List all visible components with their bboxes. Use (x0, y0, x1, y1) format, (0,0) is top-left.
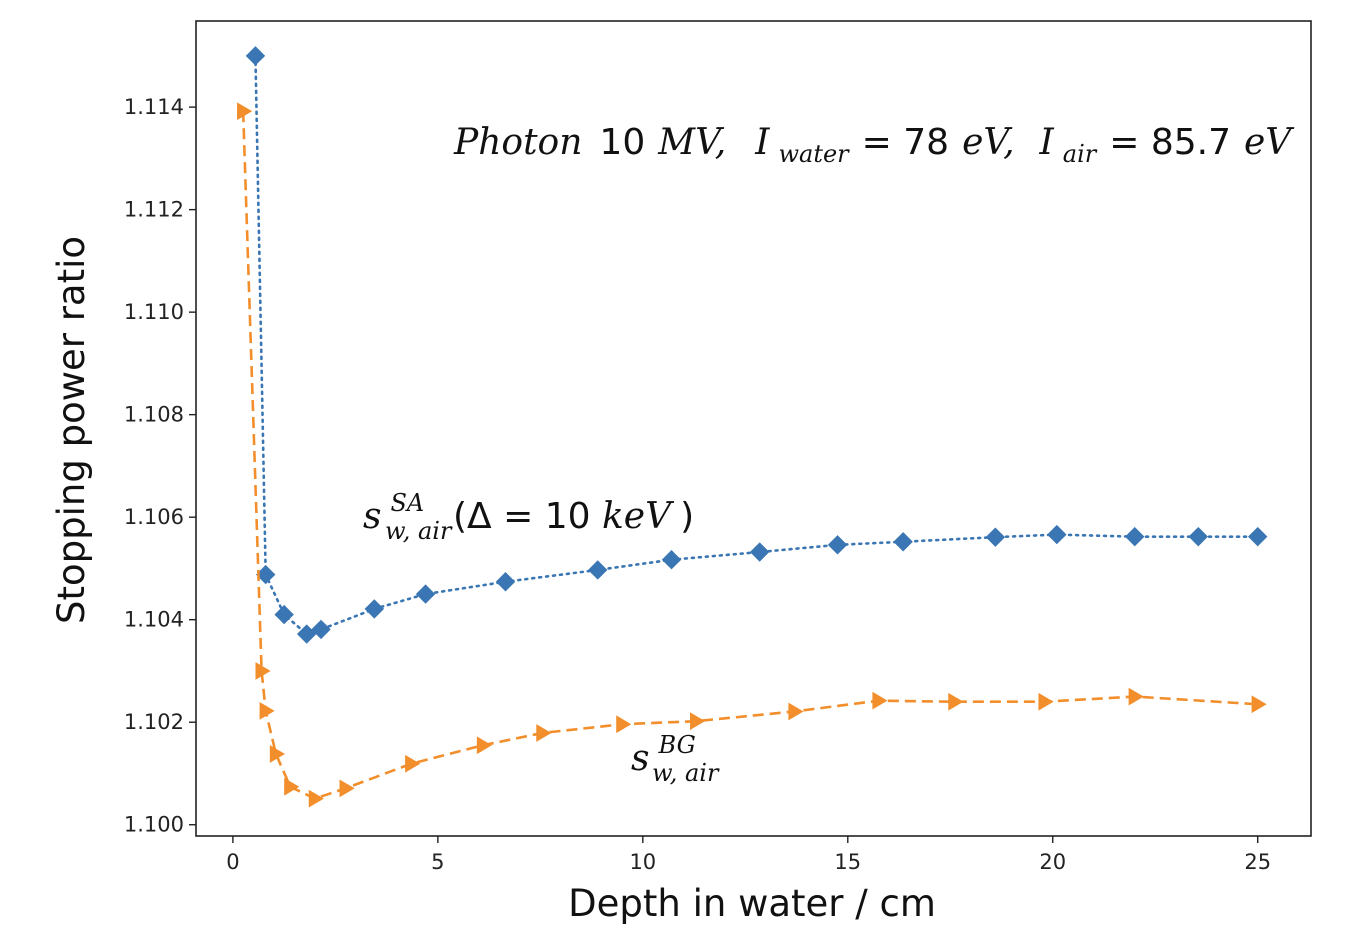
series-layer (237, 46, 1268, 808)
y-tick-label: 1.110 (124, 300, 184, 324)
series-1-point (893, 532, 913, 552)
x-tick-label: 5 (431, 850, 444, 874)
series-1-point (827, 535, 848, 555)
i-water-subscript: water (778, 140, 850, 168)
series-2-point (1128, 687, 1144, 706)
series-1-point (1047, 524, 1067, 545)
series-2-point (1251, 695, 1267, 714)
series-1-point (311, 619, 331, 640)
i-air-symbol: I (1039, 122, 1055, 163)
x-tick-label: 20 (1039, 850, 1066, 874)
series-2-point (255, 662, 271, 680)
y-tick-label: 1.114 (124, 95, 184, 119)
series-1-point (588, 560, 608, 580)
i-air-subscript: air (1063, 140, 1098, 168)
bg-series-label: s BG w, air (631, 721, 720, 787)
series-1-point (985, 527, 1006, 547)
sa-kev-unit: keV (602, 496, 675, 537)
photon-text: Photon (453, 122, 582, 163)
series-2-point (690, 712, 706, 731)
y-tick-label: 1.104 (124, 608, 184, 632)
series-1-point (1188, 526, 1208, 547)
sa-close-paren: ) (680, 496, 694, 537)
beam-annotation: Photon 10 MV, I water = 78 eV, I air = 8… (453, 122, 1295, 170)
ev-unit-1: eV, (962, 122, 1014, 163)
sa-delta-value: (Δ = 10 (453, 496, 602, 537)
x-tick-label: 15 (834, 850, 861, 874)
x-tick-label: 0 (226, 850, 239, 874)
series-2-point (269, 745, 285, 763)
axis-ticks: 0 5 10 15 20 25 1.100 1.102 1.104 1.106 1.108 1.110… (124, 95, 1271, 874)
sa-symbol: s (363, 496, 381, 537)
sa-subscript: w, air (385, 517, 453, 545)
series-2-point (616, 715, 632, 734)
series-1-point (415, 584, 436, 604)
mv-unit: MV, (657, 122, 726, 163)
series-2-line (241, 111, 1258, 800)
series-1-point (1248, 526, 1268, 547)
x-axis-label: Depth in water / cm (568, 882, 936, 925)
series-1-point (245, 46, 266, 66)
x-tick-label: 10 (629, 850, 656, 874)
y-axis-label: Stopping power ratio (50, 236, 93, 624)
series-2-point (788, 702, 804, 721)
series-2-point (405, 754, 421, 773)
sa-series-label: s SA w, air (Δ = 10 keV ) (363, 479, 694, 547)
series-2-point (339, 779, 355, 798)
series-2-point (536, 724, 552, 742)
series-1-point (364, 599, 385, 619)
series-2-point (237, 102, 253, 121)
series-1-point (255, 564, 276, 585)
y-tick-label: 1.106 (124, 505, 184, 529)
series-2-point (1038, 692, 1054, 711)
series-1-point (296, 624, 317, 644)
i-water-value: = 78 (862, 122, 949, 163)
y-tick-label: 1.112 (124, 198, 184, 222)
energy-value: 10 (599, 122, 645, 163)
sa-superscript: SA (390, 489, 424, 517)
series-2-point (284, 777, 300, 796)
x-tick-label: 25 (1244, 850, 1271, 874)
series-1-point (495, 572, 516, 592)
series-2-point (872, 691, 888, 710)
plot-frame (195, 20, 1312, 837)
series-2-point (948, 692, 964, 711)
y-tick-label: 1.108 (124, 403, 184, 427)
series-2-point (476, 736, 492, 755)
i-air-value: = 85.7 (1109, 122, 1231, 163)
ev-unit-2: eV (1244, 122, 1295, 163)
y-tick-label: 1.102 (124, 710, 184, 734)
series-1-point (661, 550, 682, 570)
y-tick-label: 1.100 (124, 813, 184, 837)
series-1-point (274, 604, 294, 625)
series-1-point (749, 542, 770, 562)
bg-subscript: w, air (652, 759, 720, 787)
series-2-point (308, 789, 324, 808)
series-1-point (1125, 526, 1145, 547)
bg-symbol: s (631, 738, 649, 779)
bg-superscript: BG (657, 731, 695, 759)
series-2-point (259, 702, 275, 720)
i-water-symbol: I (754, 122, 770, 163)
